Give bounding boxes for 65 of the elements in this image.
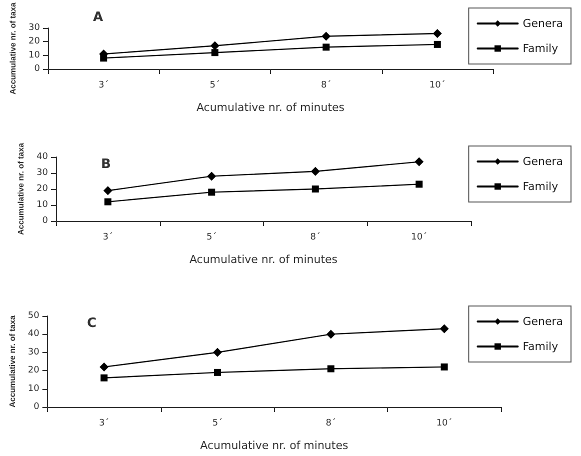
y-tick-label: 10 [28, 50, 40, 60]
legend-label: Genera [522, 315, 564, 328]
point [416, 180, 423, 188]
point [310, 166, 320, 176]
point [211, 49, 218, 56]
x-tick-label: 5´ [210, 80, 220, 90]
legend-label: Family [522, 340, 559, 353]
point [214, 368, 221, 376]
x-axis-title: Acumulative nr. of minutes [196, 101, 345, 114]
point [207, 172, 216, 181]
point [104, 198, 112, 206]
x-tick-label: 8´ [321, 80, 332, 90]
y-tick-label: 30 [28, 347, 40, 358]
y-tick-label: 40 [28, 329, 40, 340]
y-tick-label: 20 [36, 184, 48, 194]
y-axis-title: Accumulative nr. of taxa [8, 314, 17, 408]
point [212, 348, 222, 357]
point [210, 41, 220, 50]
y-tick-label: 10 [28, 384, 40, 394]
x-tick-label: 8´ [326, 418, 336, 428]
legend-label: Family [522, 42, 559, 55]
y-tick-label: 30 [28, 23, 40, 34]
legend-label: Family [522, 180, 559, 193]
x-tick-label: 10´ [436, 418, 452, 428]
x-tick-label: 3´ [98, 418, 110, 428]
point [208, 188, 216, 196]
y-tick-label: 10 [36, 200, 48, 210]
point [440, 324, 449, 334]
y-tick-label: 20 [28, 366, 40, 376]
x-tick-label: 10´ [429, 80, 446, 90]
y-tick-label: 40 [36, 152, 48, 162]
point [414, 157, 424, 166]
point [327, 365, 334, 372]
y-tick-label: 30 [36, 168, 48, 178]
y-tick-label: 0 [34, 402, 40, 412]
point [322, 32, 331, 41]
point [434, 40, 441, 48]
chart-title: C [87, 316, 97, 331]
x-axis-title: Acumulative nr. of minutes [189, 253, 338, 266]
point [100, 374, 108, 382]
point [312, 186, 319, 192]
point [100, 362, 109, 372]
x-tick-label: 10´ [411, 232, 428, 242]
point [326, 330, 336, 339]
y-tick-label: 20 [28, 36, 40, 47]
x-tick-label: 8´ [310, 232, 320, 242]
x-tick-label: 5´ [206, 232, 217, 242]
legend-label: Genera [522, 17, 564, 30]
x-tick-label: 5´ [212, 418, 223, 428]
y-axis-title: Accumulative nr. of taxa [16, 142, 26, 236]
point [100, 54, 108, 62]
y-tick-label: 50 [28, 311, 40, 321]
legend-label: Genera [522, 155, 564, 168]
point [103, 186, 112, 196]
x-tick-label: 3´ [98, 80, 109, 90]
chart-title: B [101, 157, 111, 172]
point [440, 363, 448, 370]
y-axis-title: Accumulative nr. of taxa [8, 2, 18, 95]
chart-title: A [93, 10, 104, 25]
y-tick-label: 0 [42, 216, 48, 226]
y-tick-label: 0 [34, 64, 40, 74]
point [322, 44, 330, 51]
x-tick-label: 3´ [102, 232, 113, 242]
x-axis-title: Acumulative nr. of minutes [200, 439, 348, 452]
point [432, 28, 442, 38]
